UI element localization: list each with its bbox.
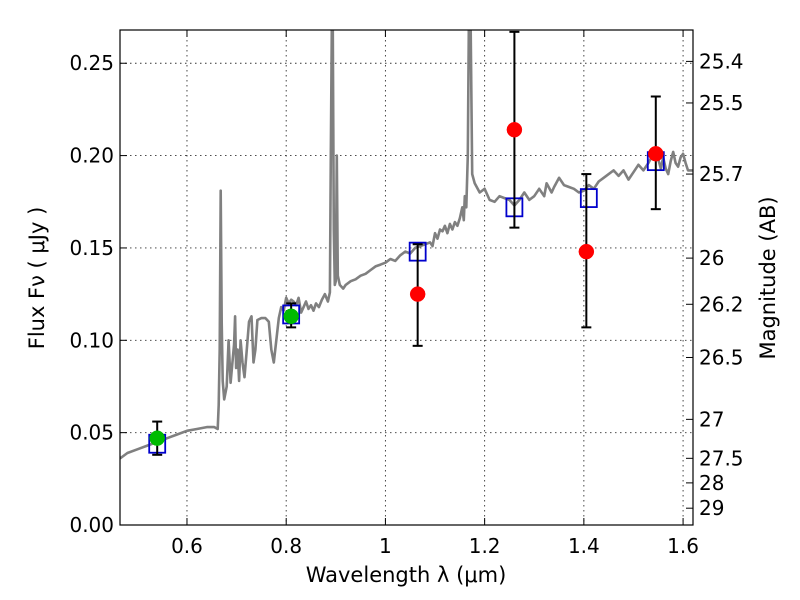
y-tick-label: 0.15	[69, 236, 114, 260]
y-tick-label: 0.20	[69, 144, 114, 168]
right-tick-label: 28	[699, 471, 724, 495]
right-axis-label: Magnitude (AB)	[756, 196, 780, 359]
observed-point	[648, 146, 664, 162]
observed-point	[506, 121, 523, 138]
x-axis-label: Wavelength λ (μm)	[306, 563, 507, 587]
plot-frame	[119, 29, 694, 526]
x-tick-label: 0.6	[171, 534, 203, 558]
right-tick-label: 26.2	[699, 292, 744, 316]
observed-point	[409, 286, 426, 302]
observed-point	[149, 430, 165, 446]
observed-point	[283, 308, 299, 325]
right-tick-label: 26	[699, 246, 724, 270]
spectrum-line	[120, 30, 693, 460]
axes-ticks: 0.6 0.8 1 1.2 1.4 1.6 0.00 0.05 0.10 0.15 0.20 0.25…	[69, 30, 744, 558]
right-tick-label: 26.5	[699, 345, 744, 369]
y-tick-label: 0.00	[69, 513, 114, 537]
right-tick-label: 25.7	[699, 162, 744, 186]
x-tick-label: 1.6	[667, 534, 699, 558]
x-tick-label: 0.8	[270, 534, 302, 558]
right-tick-label: 29	[699, 496, 724, 520]
grid	[120, 30, 693, 526]
right-tick-label: 27.5	[699, 446, 744, 470]
x-tick-label: 1.2	[469, 534, 501, 558]
right-tick-label: 27	[699, 407, 724, 431]
y-tick-label: 0.10	[69, 328, 114, 352]
y-tick-label: 0.05	[69, 421, 114, 445]
y-tick-label: 0.25	[69, 51, 114, 75]
plot-area	[120, 30, 693, 460]
observed-point	[578, 243, 595, 260]
model-photometry-square	[579, 188, 598, 208]
y-axis-label: Flux Fν ( μJy )	[25, 207, 49, 350]
x-tick-label: 1	[379, 534, 392, 558]
right-tick-label: 25.5	[699, 91, 744, 115]
x-tick-label: 1.4	[568, 534, 600, 558]
right-tick-label: 25.4	[699, 49, 744, 73]
